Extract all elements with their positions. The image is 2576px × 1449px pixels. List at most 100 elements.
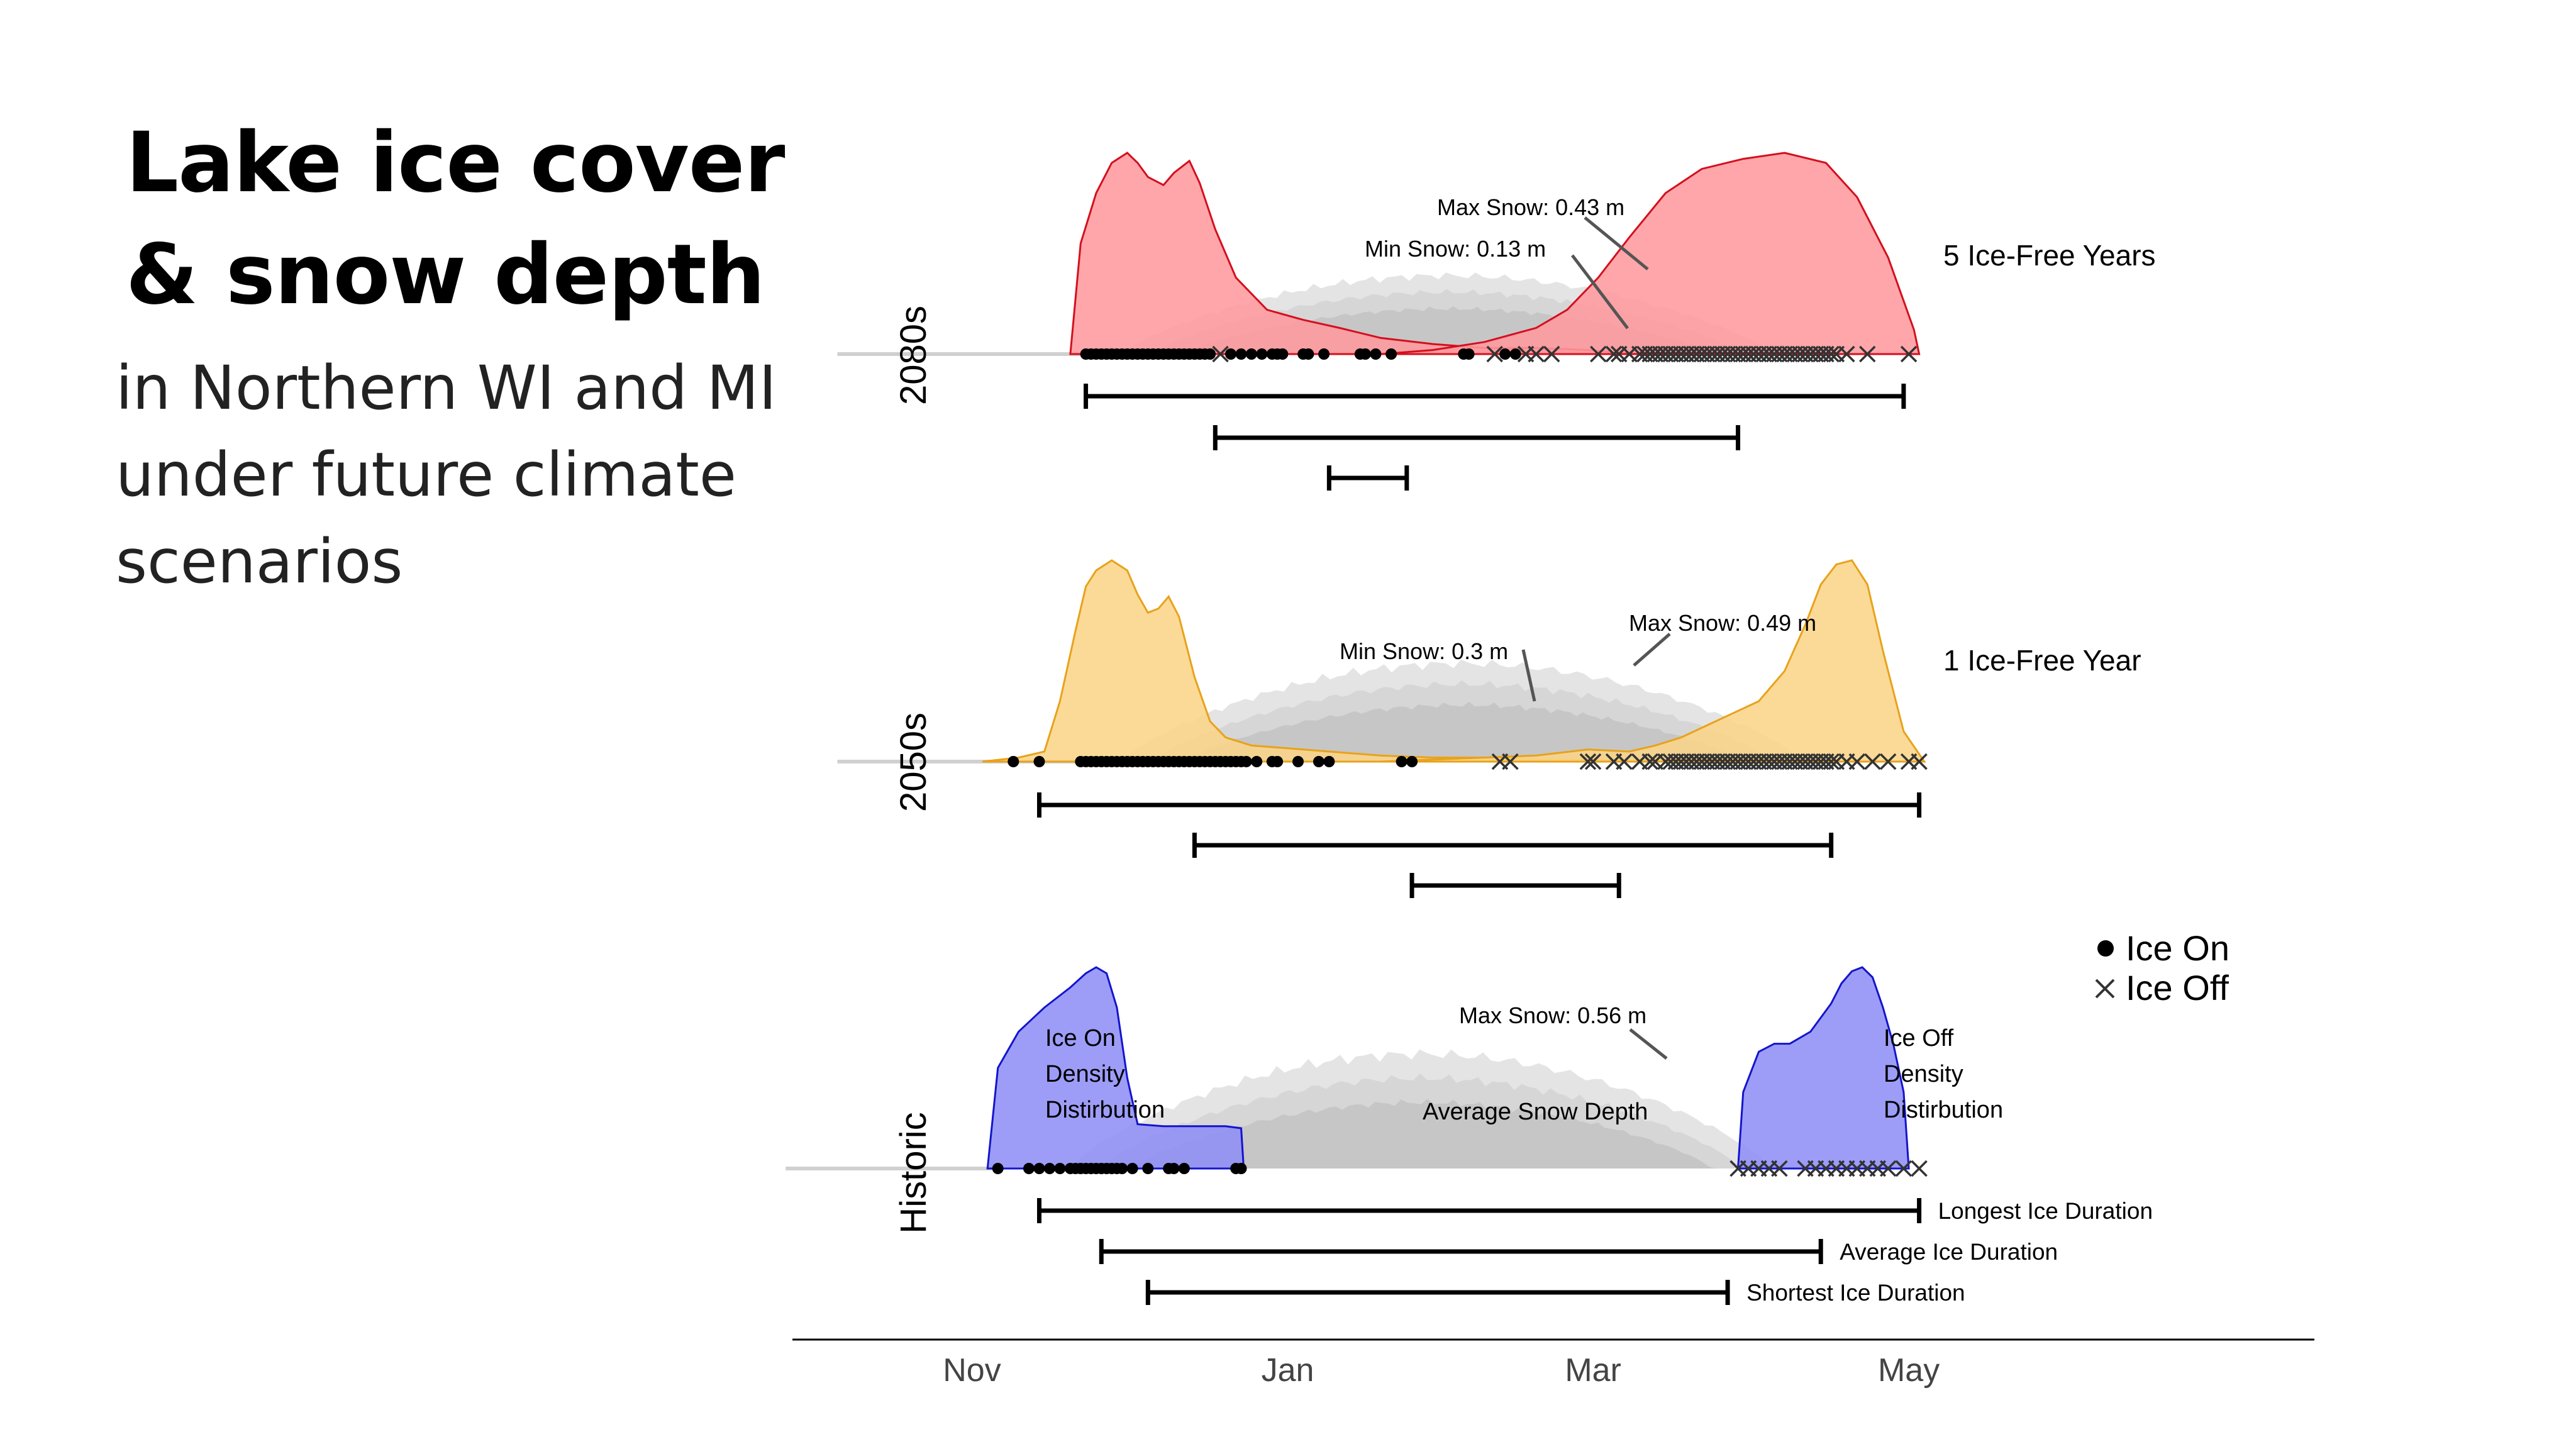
ice-on-point [1256, 348, 1268, 360]
ice-on-point [1225, 348, 1236, 360]
snow-annotation-label: Min Snow: 0.13 m [1365, 236, 1546, 262]
ice-on-point [1204, 348, 1216, 360]
panel-label-2050s: 2050s [893, 713, 934, 812]
panel-label-historic: Historic [893, 1112, 934, 1233]
panel-label-2080s: 2080s [893, 306, 934, 405]
x-tick-label: Nov [943, 1352, 1001, 1389]
ice-on-point [1142, 1163, 1154, 1174]
shortest-ice-duration-label: Shortest Ice Duration [1746, 1280, 1965, 1306]
ice-off-point [1911, 1160, 1928, 1177]
ice-off-point [1212, 345, 1229, 363]
ice-on-point [1023, 1163, 1035, 1174]
ice-on-point [1360, 348, 1371, 360]
region-label: Density [1884, 1061, 1963, 1087]
snow-annotation-label: Max Snow: 0.43 m [1437, 194, 1624, 220]
subtitle-line-1: in Northern WI and MI [116, 353, 777, 423]
region-label: Average Snow Depth [1423, 1099, 1648, 1125]
ice-on-point [1272, 756, 1284, 767]
ice-off-density-curve [1380, 559, 1926, 763]
ice-off-point [1911, 753, 1928, 770]
x-tick-label: May [1878, 1352, 1940, 1389]
ice-on-point [1054, 1163, 1066, 1174]
x-tick-label: Jan [1262, 1352, 1314, 1389]
ice-on-density-curve [986, 966, 1245, 1170]
title-line-1: Lake ice cover [126, 114, 785, 211]
ice-on-point [1240, 756, 1252, 767]
ice-off-point [1502, 753, 1519, 770]
page-subtitle: in Northern WI and MI under future clima… [116, 345, 777, 605]
average-ice-duration-bar [1099, 1239, 1823, 1264]
ice-on-density-curve [982, 559, 1640, 763]
ice-on-point [1235, 1163, 1247, 1174]
longest-ice-duration-bar [1036, 1198, 1922, 1223]
ice-off-point [1879, 753, 1897, 770]
ice-off-point [1579, 753, 1597, 770]
ice-on-point [1033, 756, 1045, 767]
shortest-ice-duration-bar [1326, 465, 1409, 491]
legend-label-ice-on: Ice On [2126, 928, 2229, 968]
snow-annotation-label: Min Snow: 0.3 m [1340, 638, 1508, 664]
ice-on-point [1044, 1163, 1055, 1174]
snow-depth-average-layer [1184, 701, 1754, 762]
ice-on-point [1313, 756, 1324, 767]
ice-off-density-curve [1736, 966, 1910, 1170]
ice-on-point [1235, 348, 1247, 360]
ice-on-point [992, 1163, 1004, 1174]
ice-on-point [1318, 348, 1330, 360]
longest-ice-duration-bar [1084, 384, 1906, 409]
ice-on-point [1406, 756, 1418, 767]
snow-annotation-leader [1584, 216, 1649, 270]
snow-annotation-label: Max Snow: 0.49 m [1629, 610, 1816, 636]
ice-on-point [1323, 756, 1335, 767]
snow-annotation-leader [1571, 254, 1629, 330]
ice-on-point [1509, 348, 1521, 360]
ice-on-point [1251, 756, 1263, 767]
ice-off-point [1771, 1160, 1788, 1177]
ice-off-point [1641, 753, 1658, 770]
ice-off-density-curve [1380, 152, 1921, 355]
ice-on-point [1008, 756, 1019, 767]
shortest-ice-duration-bar [1409, 873, 1621, 898]
panel-historic: Longest Ice Duration Average Ice Duration… [786, 966, 2153, 1306]
ice-on-point [1463, 348, 1475, 360]
subtitle-line-2: under future climate [116, 440, 736, 510]
ice-off-point [1823, 345, 1840, 363]
ice-off-point [1848, 753, 1866, 770]
panel-2080s: Max Snow: 0.43 m Min Snow: 0.13 m 5 Ice-Fr… [837, 152, 2156, 491]
legend-label-ice-off: Ice Off [2126, 968, 2229, 1008]
region-label: Distirbution [1884, 1097, 2003, 1123]
region-label: Distirbution [1045, 1097, 1165, 1123]
longest-ice-duration-bar [1036, 792, 1922, 818]
ice-on-point [1370, 348, 1382, 360]
legend-cross-symbol [2095, 979, 2115, 999]
average-ice-duration-bar [1192, 833, 1834, 858]
x-tick-label: Mar [1565, 1352, 1621, 1389]
ice-off-point [1879, 1160, 1897, 1177]
ice-off-point [1900, 345, 1918, 363]
ice-on-point [1277, 348, 1289, 360]
ice-on-point [1126, 1163, 1138, 1174]
page-title: Lake ice cover & snow depth [126, 107, 785, 331]
ice-off-point [1859, 345, 1876, 363]
ice-on-point [1302, 348, 1314, 360]
snow-annotation-leader [1633, 633, 1671, 667]
ice-off-point [1543, 345, 1560, 363]
ice-on-point [1116, 1163, 1128, 1174]
region-label: Ice Off [1884, 1025, 1954, 1052]
legend-dot-symbol [2097, 940, 2114, 957]
ice-on-point [1499, 348, 1511, 360]
shortest-ice-duration-bar [1145, 1280, 1730, 1305]
ice-on-point [1292, 756, 1304, 767]
snow-annotation-label: Max Snow: 0.56 m [1459, 1002, 1646, 1028]
ice-off-point [1838, 345, 1855, 363]
ice-on-point [1178, 1163, 1190, 1174]
snow-annotation-leader [1521, 649, 1536, 702]
ice-off-point [1823, 753, 1840, 770]
ice-on-point [1033, 1163, 1045, 1174]
ice-free-years-note: 5 Ice-Free Years [1943, 239, 2156, 272]
ice-off-point [1864, 753, 1881, 770]
average-ice-duration-label: Average Ice Duration [1840, 1239, 2058, 1265]
ice-off-point [1528, 345, 1545, 363]
